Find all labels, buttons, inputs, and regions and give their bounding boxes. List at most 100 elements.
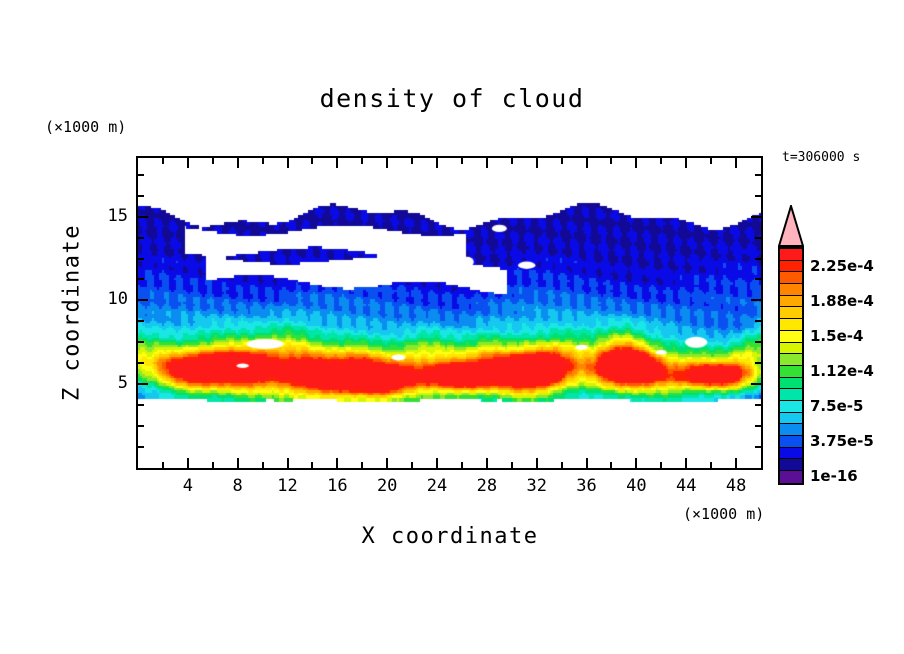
time-annotation: t=306000 s: [782, 150, 861, 165]
y-tick: [138, 257, 144, 260]
colorbar-band: [780, 249, 802, 261]
x-tick: [560, 158, 563, 164]
x-tick: [485, 458, 488, 468]
colorbar-tick-label: 7.5e-5: [810, 396, 864, 415]
x-unit-label: (×1000 m): [683, 505, 765, 523]
x-tick: [236, 458, 239, 468]
x-tick: [436, 458, 439, 468]
y-tick: [751, 383, 761, 386]
x-tick: [610, 462, 613, 468]
x-tick: [660, 158, 663, 164]
colorbar-band: [780, 319, 802, 331]
y-tick: [751, 299, 761, 302]
colorbar-band: [780, 377, 802, 390]
x-tick-label: 36: [576, 476, 597, 496]
y-tick: [751, 215, 761, 218]
x-axis-title: X coordinate: [361, 524, 539, 549]
x-tick-label: 28: [476, 476, 498, 496]
x-tick-label: 4: [182, 476, 193, 496]
x-tick: [585, 158, 588, 168]
x-tick-label: 32: [526, 476, 547, 496]
colorbar-overflow-arrow-icon: [778, 205, 804, 247]
x-tick: [186, 458, 189, 468]
colorbar-band: [780, 307, 802, 320]
x-tick: [286, 458, 289, 468]
colorbar-tick-label: 1.88e-4: [810, 291, 874, 310]
x-tick: [735, 158, 738, 168]
y-tick: [755, 236, 761, 239]
colorbar-band: [780, 260, 802, 273]
y-tick: [755, 425, 761, 428]
z-unit-label: (×1000 m): [45, 118, 127, 136]
x-tick-label: 12: [277, 476, 298, 496]
colorbar-band: [780, 447, 802, 460]
y-tick: [755, 173, 761, 176]
colorbar-band: [780, 365, 802, 378]
x-tick: [411, 462, 414, 468]
y-tick: [138, 299, 148, 302]
y-tick-label: 15: [107, 205, 128, 226]
x-tick: [311, 462, 314, 468]
y-tick: [755, 446, 761, 449]
contour-field: [138, 158, 761, 468]
colorbar-tick-label: 2.25e-4: [810, 256, 874, 275]
colorbar-tick-label: 1.12e-4: [810, 361, 874, 380]
y-tick-label: 5: [117, 373, 128, 394]
colorbar-band: [780, 272, 802, 285]
y-tick: [138, 341, 144, 344]
y-tick: [138, 362, 144, 365]
x-tick: [735, 458, 738, 468]
y-tick: [755, 194, 761, 197]
plot-area: [136, 156, 763, 470]
x-tick: [635, 158, 638, 168]
x-tick: [386, 158, 389, 168]
x-tick: [685, 158, 688, 168]
colorbar-band: [780, 284, 802, 296]
y-tick: [138, 215, 148, 218]
x-tick: [610, 158, 613, 164]
x-tick: [311, 158, 314, 164]
page-title: density of cloud: [319, 84, 585, 113]
x-tick: [286, 158, 289, 168]
x-tick-label: 40: [626, 476, 647, 496]
x-tick: [535, 158, 538, 168]
y-tick: [755, 341, 761, 344]
y-tick: [138, 404, 144, 407]
y-axis-title: Z coordinate: [59, 224, 85, 401]
colorbar-band: [780, 342, 802, 355]
x-tick: [436, 158, 439, 168]
x-tick: [660, 462, 663, 468]
y-tick: [138, 194, 144, 197]
x-tick: [386, 458, 389, 468]
x-tick: [261, 462, 264, 468]
colorbar-band: [780, 412, 802, 425]
x-tick-label: 16: [327, 476, 348, 496]
colorbar-band: [780, 424, 802, 436]
x-tick: [161, 158, 164, 164]
x-tick: [460, 462, 463, 468]
y-tick: [138, 425, 144, 428]
x-tick: [635, 458, 638, 468]
x-tick: [186, 158, 189, 168]
x-tick: [685, 458, 688, 468]
x-tick: [460, 158, 463, 164]
colorbar: [777, 205, 807, 485]
y-tick: [755, 257, 761, 260]
y-tick: [755, 404, 761, 407]
x-tick: [361, 158, 364, 164]
y-tick: [138, 278, 144, 281]
colorbar-band: [780, 459, 802, 472]
x-tick: [510, 158, 513, 164]
x-tick: [161, 462, 164, 468]
colorbar-band: [780, 436, 802, 448]
colorbar-bands: [778, 247, 804, 485]
x-tick: [585, 458, 588, 468]
y-tick: [138, 320, 144, 323]
x-tick: [510, 462, 513, 468]
colorbar-band: [780, 400, 802, 413]
colorbar-tick-label: 1.5e-4: [810, 326, 864, 345]
colorbar-band: [780, 330, 802, 343]
x-tick: [261, 158, 264, 164]
colorbar-band: [780, 295, 802, 308]
